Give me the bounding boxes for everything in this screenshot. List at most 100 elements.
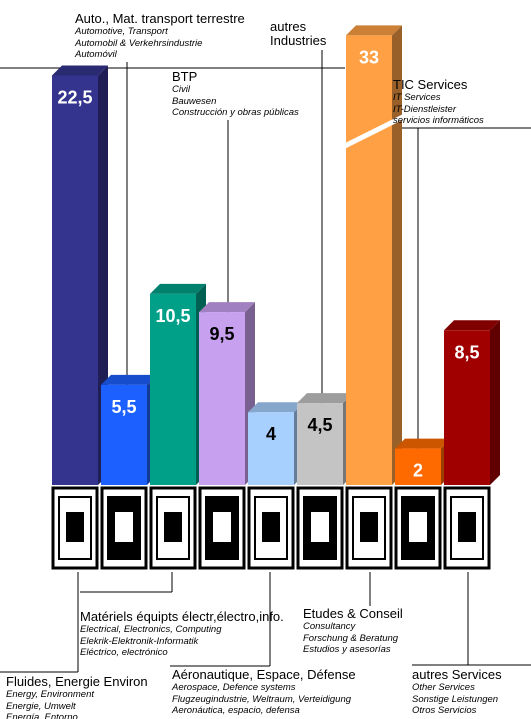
category-detail: Flugzeugindustrie, Weltraum, Verteidigun… xyxy=(172,693,352,705)
bar-top xyxy=(52,65,108,76)
bar-side xyxy=(392,25,402,486)
category-name: autres Industries xyxy=(270,19,327,48)
icon xyxy=(247,486,295,570)
icon xyxy=(51,486,99,570)
bar-top xyxy=(444,320,500,331)
bar-front xyxy=(395,448,441,485)
bar-front xyxy=(346,35,392,486)
icon xyxy=(345,486,393,570)
category-label: Fluides, Energie Environ Energy, Environm… xyxy=(6,675,148,719)
category-label: Aéronautique, Espace, Défense Aerospace, … xyxy=(172,668,356,717)
icon-detail xyxy=(360,512,378,542)
category-name: TIC Services xyxy=(393,77,468,92)
icon xyxy=(296,486,344,570)
icon-fill xyxy=(254,496,288,560)
category-detail: Sonstige Leistungen xyxy=(412,693,499,705)
icon xyxy=(198,486,246,570)
bar-top xyxy=(150,283,206,294)
bar-front xyxy=(248,412,294,485)
category-name: BTP xyxy=(172,69,198,84)
bar-front xyxy=(52,75,98,485)
value-label: 10,5 xyxy=(155,306,190,326)
bar xyxy=(248,402,304,485)
icon-detail xyxy=(458,512,476,542)
category-label: Auto., Mat. transport terrestre Automotiv… xyxy=(75,12,245,61)
bar xyxy=(297,393,353,485)
category-detail: Civil xyxy=(172,84,190,95)
bar xyxy=(52,65,108,485)
category-detail: Estudios y asesorías xyxy=(303,644,391,655)
icon xyxy=(443,486,491,570)
bar xyxy=(444,320,500,485)
icon-detail xyxy=(164,512,182,542)
category-detail: Automotive, Transport xyxy=(75,26,168,37)
category-name: Matériels équipts électr,électro,info. xyxy=(80,609,284,624)
bar-front xyxy=(101,384,147,485)
category-detail: IT Services xyxy=(393,92,441,103)
category-detail: Eléctrico, electrónico xyxy=(80,647,168,658)
value-label: 33 xyxy=(359,47,379,67)
category-detail: Aerospace, Defence systems xyxy=(172,682,296,693)
bar xyxy=(346,25,402,486)
category-detail: Bauwesen xyxy=(172,95,217,107)
category-detail: servicios informáticos xyxy=(393,115,484,126)
icon-detail xyxy=(311,512,329,542)
bar-top xyxy=(199,302,255,313)
bar-front xyxy=(297,403,343,485)
bar-top xyxy=(101,374,157,385)
category-label: TIC Services IT Services IT-Dienstleister s… xyxy=(393,78,484,127)
icon-fill xyxy=(450,496,484,560)
category-name: Fluides, Energie Environ xyxy=(6,674,148,689)
category-detail: Consultancy xyxy=(303,621,356,632)
category-detail: Elekrik-Elektronik-Informatik xyxy=(80,635,199,647)
category-detail: Other Services xyxy=(412,682,475,693)
category-detail: Automobil & Verkehrsindustrie xyxy=(75,37,203,49)
category-detail: Electrical, Electronics, Computing xyxy=(80,624,222,635)
category-detail: Energy, Environment xyxy=(6,689,95,700)
category-name: Etudes & Conseil xyxy=(303,606,403,621)
icon-detail xyxy=(213,512,231,542)
bar-top xyxy=(297,393,353,404)
category-detail: Energie, Umwelt xyxy=(6,700,76,712)
value-label: 4,5 xyxy=(307,415,332,435)
category-detail: Aeronáutica, espacio, defensa xyxy=(172,705,300,716)
category-detail: IT-Dienstleister xyxy=(393,103,457,115)
axis-break xyxy=(342,114,406,149)
icon xyxy=(149,486,197,570)
icon-detail xyxy=(66,512,84,542)
bar-front xyxy=(150,293,196,485)
bar-top xyxy=(346,25,402,36)
icon-detail xyxy=(409,512,427,542)
value-label: 22,5 xyxy=(57,88,92,108)
category-label: autres Services Other Services Sonstige Le… xyxy=(412,668,502,717)
value-label: 4 xyxy=(266,424,276,444)
category-detail: Construcción y obras públicas xyxy=(172,107,299,118)
category-detail: Otros Servicios xyxy=(412,705,477,716)
bar-top xyxy=(248,402,304,413)
category-name: autres Services xyxy=(412,667,502,682)
icon xyxy=(100,486,148,570)
category-detail: Automóvil xyxy=(75,49,117,60)
category-label: BTP Civil Bauwesen Construcción y obras púb… xyxy=(172,70,299,119)
bar xyxy=(101,374,157,485)
bar xyxy=(395,438,451,485)
icon-detail xyxy=(262,512,280,542)
bar-top xyxy=(395,438,451,449)
category-detail: Energía, Entorno xyxy=(6,712,78,719)
value-label: 5,5 xyxy=(111,397,136,417)
bar-front xyxy=(199,312,245,485)
bar-side xyxy=(490,320,500,485)
value-label: 8,5 xyxy=(454,342,479,362)
icon xyxy=(394,486,442,570)
value-label: 2 xyxy=(413,461,423,481)
bar-side xyxy=(98,65,108,485)
value-label: 9,5 xyxy=(209,324,234,344)
category-label: Matériels équipts électr,électro,info. El… xyxy=(80,610,284,659)
category-name: Auto., Mat. transport terrestre xyxy=(75,11,245,26)
category-label: autres Industries xyxy=(270,20,340,48)
icon-detail xyxy=(115,512,133,542)
bar-front xyxy=(444,330,490,485)
category-detail: Forschung & Beratung xyxy=(303,632,399,644)
